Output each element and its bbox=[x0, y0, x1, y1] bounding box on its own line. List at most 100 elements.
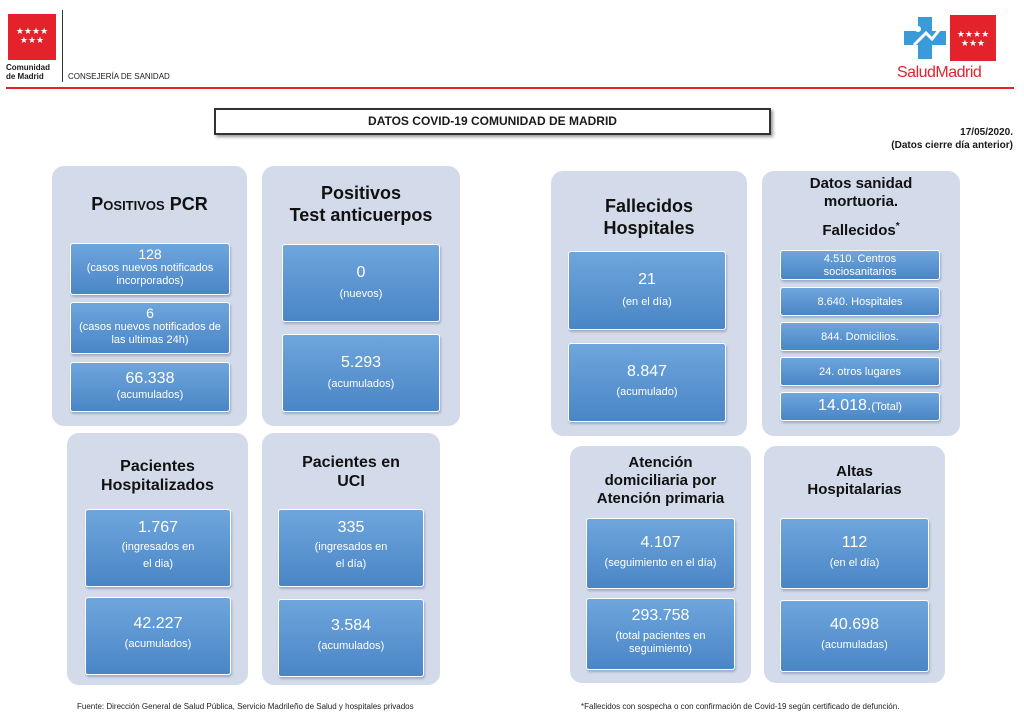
panel-title: Positivos Test anticuerpos bbox=[262, 182, 460, 226]
fallecidos-card-dia: 21 (en el día) bbox=[568, 251, 726, 330]
card-caption: (acumuladas) bbox=[821, 639, 888, 651]
card-value: 293.758 bbox=[631, 607, 690, 624]
panel-title-line2: UCI bbox=[337, 473, 365, 490]
item-text-line1: 4.510. Centros bbox=[823, 253, 897, 265]
altas-card-dia: 112 (en el día) bbox=[780, 518, 929, 589]
card-caption: (seguimiento en el día) bbox=[604, 557, 717, 569]
salud-flag-logo: ★★★★ ★★★ bbox=[950, 15, 996, 61]
panel-title-line1: Fallecidos bbox=[604, 196, 694, 216]
card-caption-line1: (ingresados en bbox=[121, 541, 195, 553]
card-caption: (acumulados) bbox=[327, 378, 395, 390]
uci-card-acumulados: 3.584 (acumulados) bbox=[278, 599, 424, 677]
total-label: (Total) bbox=[871, 401, 902, 413]
item-text: 24. otros lugares bbox=[819, 366, 901, 378]
panel-fallecidos-hospitales: Fallecidos Hospitales 21 (en el día) 8.8… bbox=[551, 171, 747, 436]
panel-title-line1: Pacientes bbox=[120, 458, 195, 475]
pcr-card-24h: 6 (casos nuevos notificados de las ultim… bbox=[70, 302, 230, 354]
card-caption: (en el día) bbox=[622, 296, 672, 308]
stars-icon: ★★★★ ★★★ bbox=[15, 26, 49, 45]
anticuerpos-card-nuevos: 0 (nuevos) bbox=[282, 244, 440, 322]
hospitalizados-card-ingresados: 1.767 (ingresados en el dia) bbox=[85, 509, 231, 587]
panel-title-line2: mortuoria. bbox=[823, 193, 899, 210]
cm-name-line1: Comunidad bbox=[6, 63, 50, 72]
panel-title: Atención domiciliaria por Atención prima… bbox=[570, 454, 751, 508]
uci-card-ingresados: 335 (ingresados en el día) bbox=[278, 509, 424, 587]
atencion-card-dia: 4.107 (seguimiento en el día) bbox=[586, 518, 735, 589]
cm-name-line2: de Madrid bbox=[6, 72, 44, 81]
card-value: 1.767 bbox=[137, 519, 179, 536]
footer-note: *Fallecidos con sospecha o con confirmac… bbox=[581, 702, 900, 711]
item-text: 8.640. Hospitales bbox=[817, 296, 903, 308]
panel-title: Altas Hospitalarias bbox=[764, 463, 945, 499]
hospitalizados-card-acumulados: 42.227 (acumulados) bbox=[85, 597, 231, 675]
report-date: 17/05/2020. (Datos cierre día anterior) bbox=[891, 126, 1013, 152]
pcr-card-acumulados: 66.338 (acumulados) bbox=[70, 362, 230, 412]
panel-sanidad-mortuoria: Datos sanidad mortuoria. Fallecidos* 4.5… bbox=[762, 171, 960, 436]
panel-title-line2: domiciliaria por bbox=[604, 472, 717, 489]
mortuoria-item-hospitales: 8.640. Hospitales bbox=[780, 287, 940, 316]
card-value: 0 bbox=[356, 264, 366, 281]
card-caption: (casos nuevos notificados de las ultimas… bbox=[79, 321, 221, 346]
total-value: 14.018. bbox=[818, 397, 872, 414]
header-separator bbox=[62, 10, 63, 82]
panel-title-line2: Hospitales bbox=[603, 218, 695, 238]
card-value: 40.698 bbox=[830, 616, 879, 633]
card-value: 3.584 bbox=[330, 617, 372, 634]
card-value: 21 bbox=[638, 271, 656, 288]
card-caption: (en el día) bbox=[829, 557, 880, 569]
card-caption: (acumulados) bbox=[317, 640, 385, 652]
asterisk: * bbox=[895, 221, 900, 232]
panel-title: Pacientes en UCI bbox=[262, 453, 440, 491]
mortuoria-item-total: 14.018.(Total) bbox=[780, 392, 940, 421]
salud-madrid-brand: SaludMadrid bbox=[897, 64, 982, 81]
fallecidos-card-acumulado: 8.847 (acumulado) bbox=[568, 343, 726, 422]
panel-title-line1: Altas bbox=[836, 463, 873, 480]
panel-altas-hospitalarias: Altas Hospitalarias 112 (en el día) 40.6… bbox=[764, 446, 945, 683]
card-value: 8.847 bbox=[626, 363, 668, 380]
card-value: 42.227 bbox=[133, 615, 183, 632]
panel-title-fallecidos: Fallecidos bbox=[822, 222, 896, 239]
card-value: 66.338 bbox=[125, 370, 175, 387]
card-value: 6 bbox=[146, 305, 154, 321]
card-caption: (casos nuevos notificados incorporados) bbox=[86, 262, 214, 287]
card-value: 5.293 bbox=[340, 354, 382, 371]
panel-positivos-pcr: Positivos PCR 128 (casos nuevos notifica… bbox=[52, 166, 247, 426]
salud-cross-icon bbox=[904, 17, 946, 59]
card-caption: (acumulado) bbox=[616, 386, 678, 398]
altas-card-acumuladas: 40.698 (acumuladas) bbox=[780, 600, 929, 672]
card-caption-line1: (ingresados en bbox=[314, 541, 388, 553]
panel-title: Pacientes Hospitalizados bbox=[67, 457, 248, 495]
item-text-line2: sociosanitarios bbox=[823, 266, 897, 278]
card-caption: (acumulados) bbox=[116, 389, 184, 401]
mortuoria-item-domicilios: 844. Domicilios. bbox=[780, 322, 940, 351]
panel-title-line1: Atención bbox=[628, 454, 693, 471]
mortuoria-item-centros: 4.510. Centros sociosanitarios bbox=[780, 250, 940, 280]
date-value: 17/05/2020. bbox=[960, 127, 1013, 138]
card-caption-line2: seguimiento) bbox=[629, 643, 692, 655]
footer-source: Fuente: Dirección General de Salud Públi… bbox=[77, 702, 414, 711]
panel-title: Datos sanidad mortuoria. Fallecidos* bbox=[762, 175, 960, 240]
card-value: 128 bbox=[138, 246, 162, 262]
header-divider bbox=[6, 87, 1014, 89]
date-note: (Datos cierre día anterior) bbox=[891, 140, 1013, 151]
panel-test-anticuerpos: Positivos Test anticuerpos 0 (nuevos) 5.… bbox=[262, 166, 460, 426]
atencion-card-total: 293.758 (total pacientes en seguimiento) bbox=[586, 598, 735, 670]
pcr-card-nuevos: 128 (casos nuevos notificados incorporad… bbox=[70, 243, 230, 295]
mortuoria-item-otros: 24. otros lugares bbox=[780, 357, 940, 386]
card-value: 112 bbox=[841, 534, 868, 551]
card-caption: (nuevos) bbox=[339, 288, 383, 300]
panel-title-line1: Pacientes en bbox=[302, 454, 400, 471]
card-value: 335 bbox=[337, 519, 365, 536]
card-value: 4.107 bbox=[640, 534, 681, 551]
anticuerpos-card-acumulados: 5.293 (acumulados) bbox=[282, 334, 440, 412]
panel-title: Fallecidos Hospitales bbox=[551, 195, 747, 239]
panel-pacientes-uci: Pacientes en UCI 335 (ingresados en el d… bbox=[262, 433, 440, 685]
stars-icon: ★★★★ ★★★ bbox=[956, 29, 990, 48]
card-caption: (acumulados) bbox=[124, 638, 192, 650]
page-title: DATOS COVID-19 COMUNIDAD DE MADRID bbox=[214, 108, 771, 135]
panel-title-line1: Datos sanidad bbox=[809, 175, 913, 192]
card-caption-line2: el dia) bbox=[143, 558, 173, 570]
department-name: CONSEJERÍA DE SANIDAD bbox=[68, 72, 170, 81]
panel-atencion-domiciliaria: Atención domiciliaria por Atención prima… bbox=[570, 446, 751, 683]
panel-title-line2: Hospitalarias bbox=[807, 481, 902, 498]
